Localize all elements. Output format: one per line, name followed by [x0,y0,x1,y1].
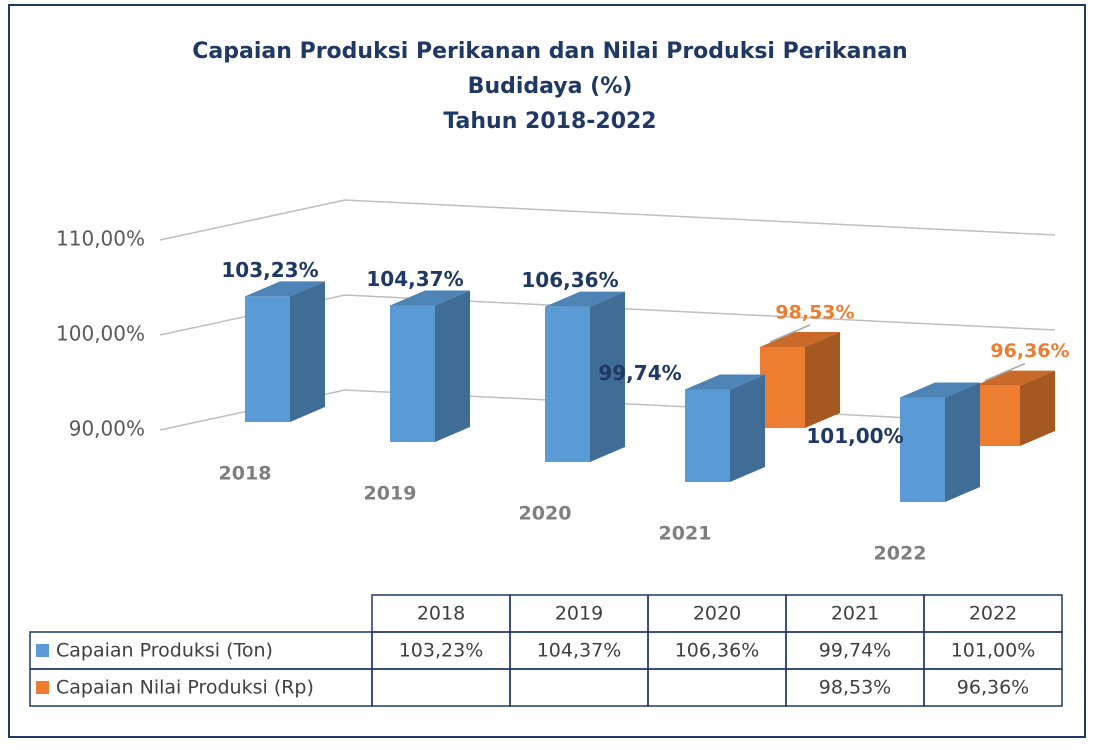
table-value: 101,00% [951,640,1036,662]
table-header: 2020 [693,603,741,625]
table-cell [509,668,649,707]
grid-line [159,199,1056,241]
bar-face [760,346,805,428]
chart-title: Capaian Produksi Perikanan dan Nilai Pro… [192,39,908,99]
bar-face [245,296,290,422]
leader-line [984,362,1026,382]
bar [390,290,470,442]
x-tick-label: 2022 [874,543,927,565]
x-tick-label: 2019 [364,483,417,505]
y-tick-label: 110,00% [56,227,145,251]
bar-face [435,290,470,442]
data-label: 98,53% [775,301,854,323]
bar-face [590,291,625,462]
bar-face [730,374,765,482]
bar-face [945,382,980,502]
bar-face [975,385,1020,446]
bar-face [975,370,1055,386]
bar-face [760,331,840,347]
bar [760,331,840,428]
table-value: 103,23% [399,640,484,662]
x-tick-label: 2020 [519,503,572,525]
data-label: 99,74% [598,361,681,385]
table-header: 2021 [831,603,879,625]
data-label: 106,36% [521,268,618,292]
y-tick-label: 90,00% [69,417,145,441]
bar-face [685,389,730,482]
legend-label: Capaian Produksi (Ton) [56,640,273,662]
table-cell [647,668,787,707]
bar-face [805,331,840,428]
table-header: 2018 [417,603,465,625]
chart-title-block: Capaian Produksi Perikanan dan Nilai Pro… [190,34,910,139]
table-value: 106,36% [675,640,760,662]
table-value: 96,36% [957,677,1029,699]
bar-face [245,281,325,297]
legend-swatch [36,681,49,694]
bar-face [900,382,980,398]
legend-label: Capaian Nilai Produksi (Rp) [56,677,314,699]
data-label: 103,23% [221,258,318,282]
bar-face [390,290,470,306]
table-cell [371,668,511,707]
leader-line [769,324,811,343]
table-cell [923,668,1063,707]
table-value: 98,53% [819,677,891,699]
bar [900,382,980,502]
bar-face [1020,370,1055,446]
bar-face [900,397,945,502]
bar-face [545,306,590,462]
chart-frame [8,4,1086,738]
table-value: 99,74% [819,640,891,662]
data-label: 104,37% [366,267,463,291]
table-header: 2022 [969,603,1017,625]
bar-face [390,305,435,442]
bar-face [545,291,625,307]
data-label: 101,00% [806,424,903,448]
bar-face [290,281,325,422]
bar [245,281,325,422]
legend-swatch [36,644,49,657]
x-tick-label: 2018 [219,463,272,485]
bar [545,291,625,462]
table-header: 2019 [555,603,603,625]
y-tick-label: 100,00% [56,322,145,346]
chart-subtitle: Tahun 2018-2022 [443,109,657,134]
data-label: 96,36% [990,340,1069,362]
bar [975,370,1055,446]
table-value: 104,37% [537,640,622,662]
bar-face [685,374,765,390]
grid-line [159,294,1056,336]
x-tick-label: 2021 [659,523,712,545]
bar [685,374,765,482]
